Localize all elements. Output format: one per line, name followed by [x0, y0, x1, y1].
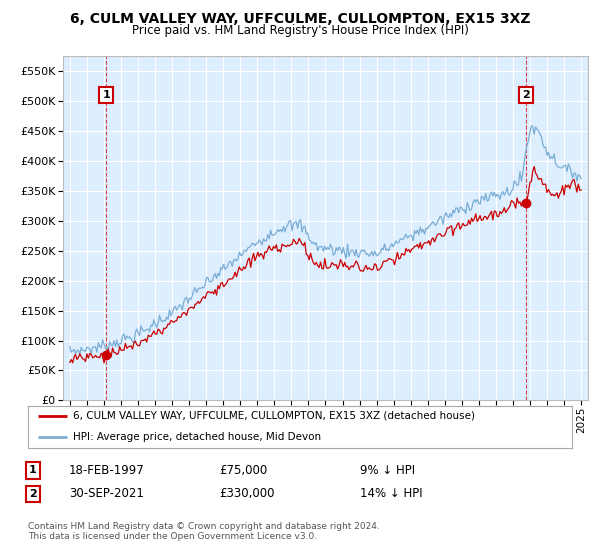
Text: 6, CULM VALLEY WAY, UFFCULME, CULLOMPTON, EX15 3XZ: 6, CULM VALLEY WAY, UFFCULME, CULLOMPTON…	[70, 12, 530, 26]
Text: 14% ↓ HPI: 14% ↓ HPI	[360, 487, 422, 501]
Text: 2: 2	[29, 489, 37, 499]
Text: £330,000: £330,000	[219, 487, 275, 501]
Text: 9% ↓ HPI: 9% ↓ HPI	[360, 464, 415, 477]
Text: 1: 1	[102, 90, 110, 100]
Text: Contains HM Land Registry data © Crown copyright and database right 2024.
This d: Contains HM Land Registry data © Crown c…	[28, 522, 380, 542]
Text: £75,000: £75,000	[219, 464, 267, 477]
Text: 6, CULM VALLEY WAY, UFFCULME, CULLOMPTON, EX15 3XZ (detached house): 6, CULM VALLEY WAY, UFFCULME, CULLOMPTON…	[73, 410, 475, 421]
Text: Price paid vs. HM Land Registry's House Price Index (HPI): Price paid vs. HM Land Registry's House …	[131, 24, 469, 37]
Text: 1: 1	[29, 465, 37, 475]
Text: 2: 2	[522, 90, 530, 100]
Text: 18-FEB-1997: 18-FEB-1997	[69, 464, 145, 477]
Text: HPI: Average price, detached house, Mid Devon: HPI: Average price, detached house, Mid …	[73, 432, 321, 442]
Text: 30-SEP-2021: 30-SEP-2021	[69, 487, 144, 501]
